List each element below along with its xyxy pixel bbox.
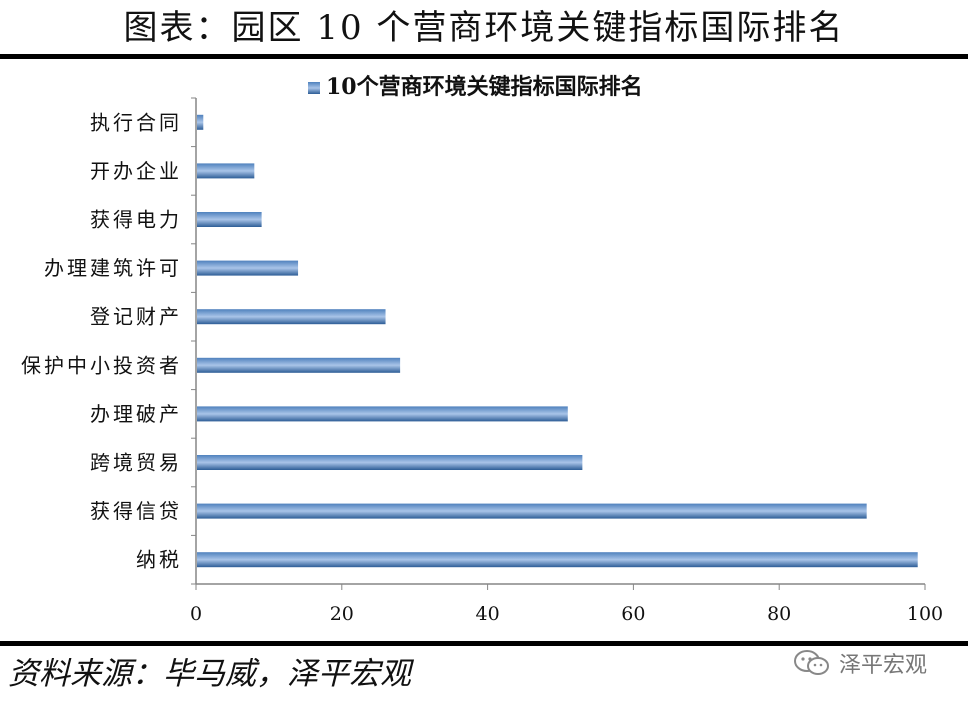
bar xyxy=(197,357,401,373)
category-label: 获得电力 xyxy=(90,208,182,232)
x-tick-label: 60 xyxy=(621,603,645,625)
bar xyxy=(197,455,583,470)
watermark-text: 泽平宏观 xyxy=(839,653,928,678)
category-label: 获得信贷 xyxy=(90,499,182,523)
legend-swatch xyxy=(308,82,320,94)
category-label: 保护中小投资者 xyxy=(21,353,182,377)
bottom-rule xyxy=(0,641,968,646)
bar xyxy=(197,114,204,130)
x-tick-label: 80 xyxy=(767,603,791,625)
bar-chart: 10个营商环境关键指标国际排名 0 20 40 60 80 100 执行合同开办企业获得电力… xyxy=(21,74,943,625)
chart-legend: 10个营商环境关键指标国际排名 xyxy=(308,74,643,100)
x-tick-label: 100 xyxy=(907,603,943,625)
bar xyxy=(197,260,299,276)
watermark: 泽平宏观 xyxy=(793,646,927,680)
category-label: 纳税 xyxy=(136,548,182,572)
top-rule xyxy=(0,54,968,59)
wechat-icon xyxy=(794,650,829,675)
category-label: 办理破产 xyxy=(90,402,182,426)
bar xyxy=(197,406,568,422)
plot-area: 0 20 40 60 80 100 执行合同开办企业获得电力办理建筑许可登记财产保护中小投资… xyxy=(21,97,943,625)
bar xyxy=(197,503,867,519)
source-note: 资料来源：毕马威，泽平宏观 xyxy=(8,656,411,692)
bar xyxy=(197,212,262,227)
bar xyxy=(197,163,255,179)
bar xyxy=(197,309,386,325)
x-tick-label: 20 xyxy=(330,603,354,625)
x-tick-label: 40 xyxy=(476,603,500,625)
category-label: 开办企业 xyxy=(90,159,182,183)
x-tick-label: 0 xyxy=(190,603,202,625)
category-label: 执行合同 xyxy=(90,110,182,134)
category-label: 登记财产 xyxy=(90,305,182,329)
figure-title: 图表：园区 10 个营商环境关键指标国际排名 xyxy=(123,8,845,48)
category-label: 办理建筑许可 xyxy=(44,256,182,280)
category-label: 跨境贸易 xyxy=(90,451,182,475)
bar xyxy=(197,552,918,568)
legend-label: 10个营商环境关键指标国际排名 xyxy=(326,74,643,100)
